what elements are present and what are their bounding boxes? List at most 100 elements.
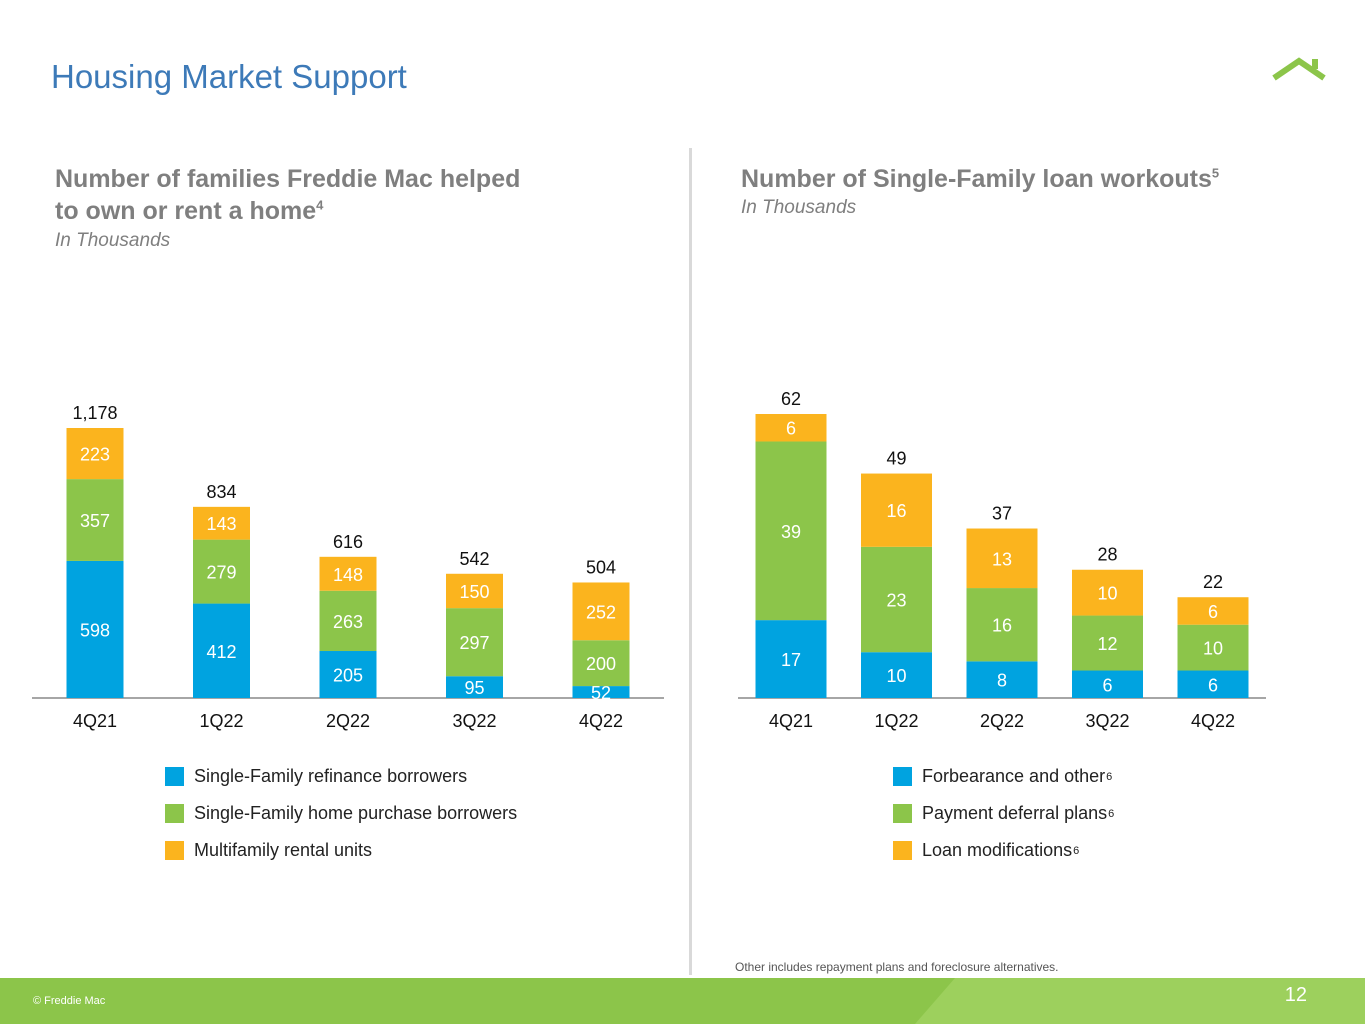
segment-label: 52 xyxy=(591,683,611,703)
bar-segment xyxy=(572,686,630,698)
copyright: © Freddie Mac xyxy=(33,995,106,1007)
total-label: 542 xyxy=(459,549,489,569)
bar-segment xyxy=(572,640,630,687)
right-chart-title: Number of Single-Family loan workouts5 xyxy=(741,163,1219,195)
bar-segment xyxy=(1072,670,1143,698)
legend-swatch xyxy=(893,804,912,823)
category-label: 4Q21 xyxy=(769,711,813,731)
segment-label: 263 xyxy=(333,612,363,632)
segment-label: 13 xyxy=(992,549,1012,569)
left-chart-title: Number of families Freddie Mac helped to… xyxy=(55,163,520,227)
segment-label: 252 xyxy=(586,602,616,622)
bar-segment xyxy=(1177,597,1249,625)
footer-accent xyxy=(915,978,1365,1024)
bar-segment xyxy=(966,661,1038,698)
segment-label: 150 xyxy=(459,582,489,602)
bar-segment xyxy=(1072,569,1143,616)
legend-footnote: 6 xyxy=(1108,807,1115,820)
footer-bar: © Freddie Mac 12 xyxy=(0,978,1365,1024)
bar-segment xyxy=(66,560,124,698)
segment-label: 16 xyxy=(992,616,1012,636)
right-chart-title-text: Number of Single-Family loan workouts xyxy=(741,165,1212,193)
bar-segment xyxy=(861,652,932,698)
bar-segment xyxy=(66,428,124,480)
category-label: 3Q22 xyxy=(452,711,496,731)
left-chart-title-line1: Number of families Freddie Mac helped xyxy=(55,165,521,193)
page-title: Housing Market Support xyxy=(51,58,407,95)
bar-segment xyxy=(193,539,250,604)
legend-label: Loan modifications xyxy=(922,840,1073,860)
bar-segment xyxy=(1072,615,1143,671)
segment-label: 8 xyxy=(997,671,1007,691)
segment-label: 357 xyxy=(80,511,110,531)
segment-label: 12 xyxy=(1097,634,1117,654)
legend-label: Single-Family home purchase borrowers xyxy=(194,803,518,823)
total-label: 616 xyxy=(333,532,363,552)
families-helped-chart: 598 357 223 1,178 4Q21 412 279 143 834 1Q22 205 263… xyxy=(32,403,664,731)
total-label: 834 xyxy=(206,482,236,502)
segment-label: 95 xyxy=(464,678,484,698)
segment-label: 6 xyxy=(1208,602,1218,622)
total-label: 28 xyxy=(1097,545,1117,565)
segment-label: 17 xyxy=(781,650,801,670)
total-label: 49 xyxy=(886,449,906,469)
bar-segment xyxy=(861,473,932,547)
bar-segment xyxy=(861,546,932,653)
legend-swatch xyxy=(893,767,912,786)
legend-swatch xyxy=(165,804,184,823)
segment-label: 205 xyxy=(333,666,363,686)
bar-segment xyxy=(446,608,503,677)
segment-label: 10 xyxy=(1203,639,1223,659)
legend-swatch xyxy=(893,841,912,860)
right-chart-subtitle: In Thousands xyxy=(741,197,857,218)
category-label: 2Q22 xyxy=(980,711,1024,731)
legend-item: Single-Family refinance borrowers xyxy=(165,758,517,795)
total-label: 504 xyxy=(586,557,616,577)
right-chart-legend: Forbearance and other 6 Payment deferral p… xyxy=(893,758,1114,869)
bar-segment xyxy=(1177,624,1249,671)
legend-item: Single-Family home purchase borrowers xyxy=(165,795,517,832)
legend-footnote: 6 xyxy=(1106,770,1113,783)
panel-divider xyxy=(689,148,692,975)
segment-label: 10 xyxy=(1097,584,1117,604)
segment-label: 200 xyxy=(586,654,616,674)
legend-label: Single-Family refinance borrowers xyxy=(194,766,468,786)
segment-label: 279 xyxy=(206,563,236,583)
segment-label: 39 xyxy=(781,522,801,542)
bar-segment xyxy=(755,620,827,698)
total-label: 1,178 xyxy=(72,403,117,423)
bar-segment xyxy=(66,479,124,561)
segment-label: 412 xyxy=(206,642,236,662)
segment-label: 143 xyxy=(206,514,236,534)
bar-segment xyxy=(319,651,377,698)
category-label: 4Q22 xyxy=(579,711,623,731)
left-chart-title-line2: to own or rent a home xyxy=(55,197,317,225)
segment-label: 297 xyxy=(459,633,489,653)
segment-label: 6 xyxy=(1208,675,1218,695)
legend-item: Multifamily rental units xyxy=(165,832,517,869)
segment-label: 223 xyxy=(80,445,110,465)
legend-item: Forbearance and other 6 xyxy=(893,758,1114,795)
segment-label: 10 xyxy=(886,666,906,686)
bar-segment xyxy=(193,603,250,698)
bar-segment xyxy=(755,414,827,442)
total-label: 62 xyxy=(781,389,801,409)
legend-label: Payment deferral plans xyxy=(922,803,1108,823)
total-label: 22 xyxy=(1203,572,1223,592)
segment-label: 598 xyxy=(80,620,110,640)
bar-segment xyxy=(193,506,250,540)
legend-swatch xyxy=(165,767,184,786)
legend-label: Forbearance and other xyxy=(922,766,1106,786)
category-label: 3Q22 xyxy=(1085,711,1129,731)
bar-segment xyxy=(446,573,503,609)
right-chart-title-footnote: 5 xyxy=(1211,165,1220,181)
bar-segment xyxy=(755,441,827,621)
category-label: 1Q22 xyxy=(874,711,918,731)
category-label: 1Q22 xyxy=(199,711,243,731)
legend-footnote: 6 xyxy=(1073,844,1080,857)
category-label: 4Q21 xyxy=(73,711,117,731)
bar-segment xyxy=(1177,670,1249,698)
legend-item: Payment deferral plans 6 xyxy=(893,795,1114,832)
left-chart-title-footnote: 4 xyxy=(316,197,324,213)
bar-segment xyxy=(446,676,503,698)
